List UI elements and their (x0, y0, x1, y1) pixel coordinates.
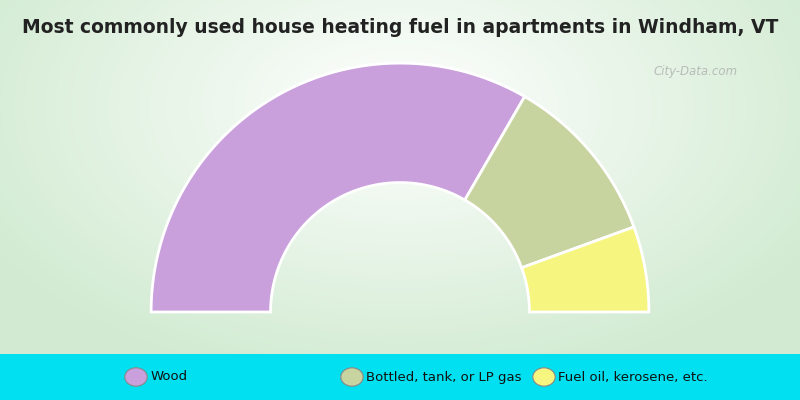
Ellipse shape (341, 368, 363, 386)
Text: Most commonly used house heating fuel in apartments in Windham, VT: Most commonly used house heating fuel in… (22, 18, 778, 37)
Bar (0, 354, 800, 400)
Polygon shape (465, 96, 634, 268)
Ellipse shape (533, 368, 555, 386)
Text: Wood: Wood (150, 370, 187, 384)
Ellipse shape (125, 368, 147, 386)
Text: Fuel oil, kerosene, etc.: Fuel oil, kerosene, etc. (558, 370, 708, 384)
Text: City-Data.com: City-Data.com (654, 66, 738, 78)
Polygon shape (522, 227, 649, 312)
Polygon shape (151, 63, 525, 312)
Text: Bottled, tank, or LP gas: Bottled, tank, or LP gas (366, 370, 522, 384)
